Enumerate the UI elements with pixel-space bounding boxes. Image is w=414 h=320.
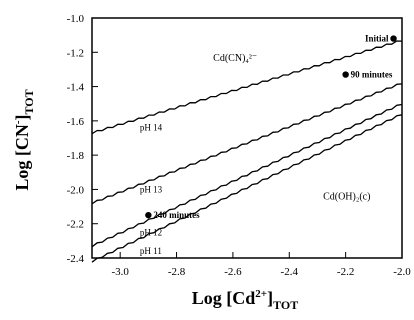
series-line-ph-11	[91, 114, 403, 263]
data-point-marker	[342, 71, 349, 78]
y-tick-label: -1.8	[67, 150, 85, 162]
data-point-label: Initial	[365, 34, 389, 44]
x-axis-ticks: -3.0 -2.8 -2.6 -2.4 -2.2 -2.0	[111, 252, 411, 278]
y-axis-title: Log [CN-]TOT	[12, 89, 36, 190]
series-line-ph-14	[91, 40, 403, 135]
data-point-marker	[390, 35, 397, 42]
x-tick-label: -2.6	[224, 266, 242, 278]
series-label: pH 13	[140, 184, 163, 194]
region-labels: Cd(CN)₄²⁻ Cd(OH)₂(c)	[213, 53, 370, 203]
y-tick-label: -1.2	[67, 47, 84, 59]
data-point-marker	[145, 211, 152, 219]
series-label: pH 14	[140, 123, 163, 133]
y-tick-label: -2.0	[67, 184, 85, 196]
series-label: pH 11	[140, 246, 162, 256]
data-point-label: 90 minutes	[351, 70, 393, 80]
y-tick-label: -2.4	[67, 253, 85, 265]
series-labels: pH 14 pH 13 pH 12 pH 11	[140, 123, 163, 256]
y-axis-ticks: -1.0 -1.2 -1.4 -1.6 -1.8 -2.0 -2.2 -2.4	[67, 13, 98, 265]
x-tick-label: -2.2	[337, 266, 354, 278]
x-tick-label: -2.4	[281, 266, 299, 278]
plot-frame	[91, 17, 403, 259]
y-tick-label: -2.2	[67, 219, 84, 231]
y-tick-label: -1.0	[67, 13, 85, 25]
x-axis-title: Log [Cd2+]TOT	[192, 288, 298, 312]
data-point-label: 240 minutes	[153, 210, 200, 220]
x-tick-label: -2.8	[168, 266, 186, 278]
x-tick-label: -2.0	[393, 266, 411, 278]
series-line-ph-13	[91, 83, 403, 205]
series-label: pH 12	[140, 227, 162, 237]
series-lines	[91, 40, 403, 263]
y-tick-label: -1.6	[67, 116, 85, 128]
region-label: Cd(CN)₄²⁻	[213, 53, 257, 64]
series-line-ph-12	[91, 103, 403, 248]
region-label: Cd(OH)₂(c)	[323, 192, 370, 203]
y-tick-label: -1.4	[67, 82, 85, 94]
x-tick-label: -3.0	[111, 266, 129, 278]
data-points: Initial 90 minutes 240 minutes	[145, 34, 397, 220]
